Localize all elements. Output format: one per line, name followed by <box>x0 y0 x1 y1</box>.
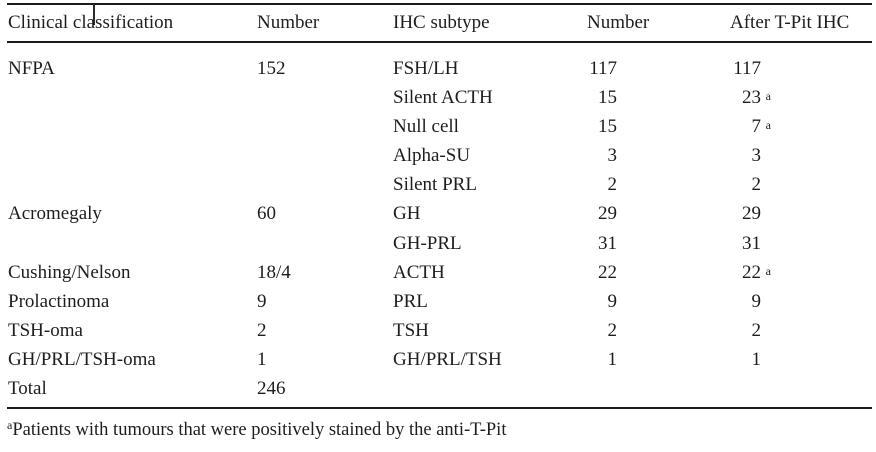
cell-clinical: TSH-oma <box>8 319 83 341</box>
cell-subtype-number: 2 <box>607 174 618 196</box>
table-row: GH-PRL 31 31 <box>8 229 874 258</box>
after-tpit-value: 3 <box>751 145 762 167</box>
cell-subtype: ACTH <box>393 261 445 283</box>
cell-subtype-number: 22 <box>598 261 617 283</box>
header-clinical-classification: Clinical classification <box>8 12 174 33</box>
cell-subtype: Null cell <box>393 116 459 138</box>
table-bottom-rule <box>7 407 872 409</box>
cell-after-tpit: 22 a <box>648 258 771 287</box>
cell-after-tpit: 29 <box>648 199 761 228</box>
cell-subtype-number <box>508 374 617 403</box>
footnote-marker-sup: a <box>765 89 771 104</box>
cell-clinical: GH/PRL/TSH-oma <box>8 348 156 370</box>
table-row: Silent PRL 2 2 <box>8 170 874 199</box>
cell-number: 152 <box>257 58 286 79</box>
footnote-marker-sup: a <box>765 118 771 133</box>
header-after-tpit-ihc: After T-Pit IHC <box>730 12 850 33</box>
cell-subtype: Alpha-SU <box>393 145 471 167</box>
cell-subtype-number: 29 <box>598 203 617 225</box>
after-tpit-value: 117 <box>733 58 761 79</box>
cell-subtype-number: 3 <box>607 145 618 167</box>
table-row: Acromegaly 60 GH 29 29 <box>8 199 874 228</box>
after-tpit-value: 9 <box>751 290 762 312</box>
header-ihc-subtype: IHC subtype <box>393 12 490 33</box>
table-row: TSH-oma 2 TSH 2 2 <box>8 316 874 345</box>
cell-after-tpit: 117 <box>648 54 761 83</box>
cell-after-tpit: 23 a <box>648 83 771 112</box>
cell-number: 9 <box>257 290 267 312</box>
table-header-rule <box>7 41 872 43</box>
table-row: NFPA 152 FSH/LH 117 117 <box>8 54 874 83</box>
table-body: NFPA 152 FSH/LH 117 117 Silent ACTH 15 2… <box>8 54 874 403</box>
header-number-clinical: Number <box>257 12 320 33</box>
cell-number: 2 <box>257 319 267 341</box>
cell-number: 60 <box>257 203 276 225</box>
after-tpit-value: 2 <box>751 319 762 341</box>
cell-clinical: Acromegaly <box>8 203 102 225</box>
cell-after-tpit: 31 <box>648 229 761 258</box>
table-row: Prolactinoma 9 PRL 9 9 <box>8 287 874 316</box>
after-tpit-value: 2 <box>751 174 762 196</box>
cell-subtype: FSH/LH <box>393 58 459 79</box>
after-tpit-value: 31 <box>742 232 761 254</box>
cell-subtype-number: 31 <box>598 232 617 254</box>
cell-after-tpit: 3 <box>648 141 762 170</box>
cell-clinical: Cushing/Nelson <box>8 261 131 283</box>
cell-subtype: Silent PRL <box>393 174 477 196</box>
cell-subtype: PRL <box>393 290 428 312</box>
cell-after-tpit: 2 <box>648 316 762 345</box>
after-tpit-value: 7 <box>751 116 762 138</box>
table-header-row: Clinical classification Number IHC subty… <box>8 11 874 35</box>
table-row: GH/PRL/TSH-oma 1 GH/PRL/TSH 1 1 <box>8 345 874 374</box>
cell-subtype: TSH <box>393 319 429 341</box>
cell-subtype-number: 15 <box>598 116 617 138</box>
table-row: Silent ACTH 15 23 a <box>8 83 874 112</box>
cell-subtype-number: 15 <box>598 87 617 109</box>
cell-clinical: NFPA <box>8 58 55 79</box>
after-tpit-value: 1 <box>751 348 762 370</box>
after-tpit-value: 23 <box>742 87 761 109</box>
cell-subtype-number: 1 <box>607 348 618 370</box>
cell-number: 246 <box>257 378 286 400</box>
table-row: Cushing/Nelson 18/4 ACTH 22 22 a <box>8 258 874 287</box>
text-caret <box>93 4 95 25</box>
footnote-marker: a <box>7 418 13 432</box>
table-row: Alpha-SU 3 3 <box>8 141 874 170</box>
cell-subtype-number: 117 <box>589 58 617 79</box>
cell-number: 1 <box>257 348 267 370</box>
after-tpit-value: 22 <box>742 261 761 283</box>
header-number-subtype: Number <box>587 12 650 33</box>
cell-after-tpit <box>648 374 761 403</box>
table-top-rule <box>7 3 872 5</box>
cell-subtype-number: 2 <box>607 319 618 341</box>
footnote-marker-sup: a <box>765 263 771 278</box>
cell-subtype-number: 9 <box>607 290 618 312</box>
cell-clinical: Prolactinoma <box>8 290 110 312</box>
footnote-text: Patients with tumours that were positive… <box>12 420 507 440</box>
cell-subtype: GH/PRL/TSH <box>393 348 502 370</box>
cell-subtype: GH <box>393 203 421 225</box>
table-row-total: Total 246 <box>8 374 874 403</box>
cell-after-tpit: 2 <box>648 170 762 199</box>
cell-subtype: GH-PRL <box>393 232 462 254</box>
cell-after-tpit: 1 <box>648 345 762 374</box>
after-tpit-value: 29 <box>742 203 761 225</box>
cell-clinical: Total <box>8 378 47 400</box>
cell-number: 18/4 <box>257 261 291 283</box>
cell-subtype: Silent ACTH <box>393 87 493 109</box>
table-footnote: aPatients with tumours that were positiv… <box>7 418 507 441</box>
cell-after-tpit: 9 <box>648 287 762 316</box>
